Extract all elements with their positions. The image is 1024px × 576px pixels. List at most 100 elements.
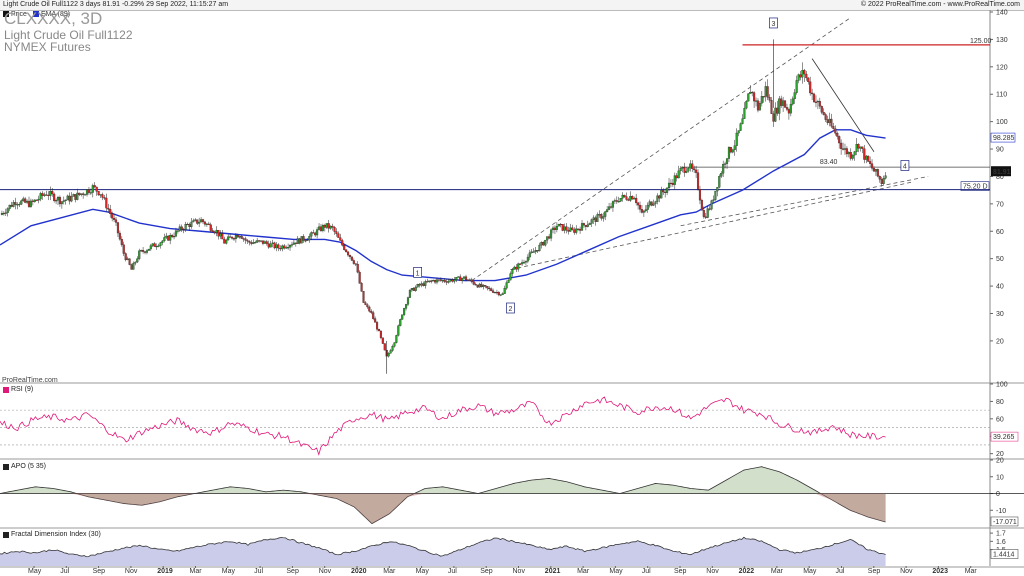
x-tick-label: Jul	[254, 568, 263, 575]
candle	[871, 163, 874, 169]
apo-last-value: -17.071	[993, 519, 1017, 526]
candle	[424, 281, 427, 286]
price-tick-label: 50	[996, 256, 1004, 263]
apo-label[interactable]: APO (5 35)	[3, 463, 46, 470]
candle	[405, 304, 408, 309]
candle	[449, 279, 452, 282]
candle	[782, 100, 785, 106]
lower-channel-line	[680, 176, 929, 227]
candle	[797, 74, 800, 81]
candle	[8, 204, 11, 209]
candle	[24, 198, 27, 203]
candle	[739, 123, 742, 131]
legend-ema[interactable]: EMA (89)	[32, 11, 70, 18]
candle	[463, 276, 466, 279]
candle	[586, 224, 589, 227]
candle	[855, 144, 858, 152]
candle	[834, 128, 837, 134]
x-tick-label: Jul	[448, 568, 457, 575]
price-tick-label: 120	[996, 64, 1008, 71]
candle	[716, 187, 719, 192]
candle	[190, 221, 193, 228]
candle	[244, 238, 247, 241]
x-tick-label: Mar	[965, 568, 978, 575]
candle	[760, 96, 763, 104]
candle	[352, 260, 355, 264]
candle	[319, 226, 323, 231]
legend-price[interactable]: Price	[3, 11, 27, 18]
candle	[843, 148, 847, 150]
level-label: 83.40	[820, 159, 838, 166]
candle	[157, 245, 160, 247]
candle	[658, 195, 661, 199]
candle	[538, 244, 541, 252]
candle	[747, 93, 750, 102]
candle	[219, 233, 222, 237]
candle	[557, 223, 560, 227]
candle	[722, 164, 725, 174]
candle	[414, 286, 417, 291]
candle	[341, 240, 344, 246]
candle	[327, 223, 330, 229]
wave-label-box	[506, 302, 515, 314]
candle	[91, 185, 94, 193]
candle	[667, 182, 671, 189]
candle	[345, 249, 348, 253]
candle	[82, 193, 85, 195]
candle	[838, 136, 841, 144]
fdi-label[interactable]: Fractal Dimension Index (30)	[3, 531, 101, 538]
candle	[704, 216, 707, 218]
candle	[176, 230, 179, 232]
candle	[660, 189, 663, 199]
candle	[201, 219, 205, 223]
rsi-last-value: 39.265	[993, 434, 1015, 441]
candle	[420, 283, 423, 286]
rsi-label[interactable]: RSI (9)	[3, 386, 33, 393]
price-tick-label: 60	[996, 229, 1004, 236]
candle	[418, 284, 421, 286]
candle	[132, 262, 135, 270]
candle	[762, 96, 765, 98]
candle	[575, 228, 578, 233]
candle	[590, 219, 593, 224]
x-tick-label: 2021	[545, 568, 561, 575]
candle	[693, 168, 696, 171]
x-tick-label: 2020	[351, 568, 367, 575]
x-tick-label: Nov	[513, 568, 526, 575]
candle	[312, 232, 315, 234]
candle	[720, 173, 723, 177]
candle	[584, 225, 587, 227]
candle	[577, 228, 580, 230]
candle	[706, 208, 709, 218]
candle	[196, 219, 199, 224]
candle	[93, 185, 96, 188]
instrument-info: Light Crude Oil Full1122 3 days 81.91 -0…	[3, 1, 229, 8]
candle	[225, 239, 228, 244]
candle	[741, 118, 744, 124]
candle	[372, 312, 375, 319]
candle	[277, 244, 280, 249]
candle	[323, 224, 326, 228]
candle	[455, 277, 458, 280]
candle	[422, 283, 425, 286]
wave-label: 1	[416, 270, 420, 277]
candle	[606, 209, 609, 212]
candle	[376, 322, 379, 330]
candle	[754, 100, 758, 102]
candle	[259, 240, 263, 242]
candle	[300, 236, 303, 244]
candle	[122, 244, 125, 254]
x-tick-label: 2023	[932, 568, 948, 575]
candle	[666, 187, 669, 193]
candle	[807, 77, 810, 82]
candle	[507, 279, 510, 283]
candle	[772, 113, 775, 122]
candle	[673, 175, 676, 185]
candle	[105, 197, 108, 209]
candle	[416, 284, 419, 288]
candle	[62, 200, 65, 202]
candle	[211, 230, 214, 232]
candle	[551, 227, 555, 231]
candle	[776, 107, 779, 114]
